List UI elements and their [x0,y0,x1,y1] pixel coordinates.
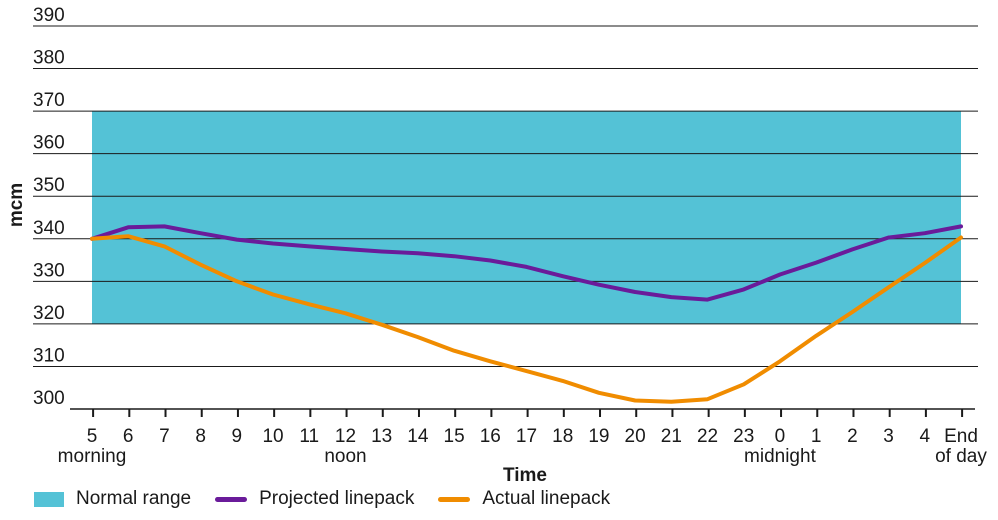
gridlines [33,25,978,367]
y-tick-label-390: 390 [33,5,65,26]
x-tick-label-12: 12 [335,426,356,447]
x-axis-title: Time [503,465,547,486]
x-tick-label-6: 6 [123,426,134,447]
x-tick-label-10: 10 [262,426,283,447]
x-sublabel-0: midnight [744,446,817,467]
x-sublabel-5: morning [58,446,127,467]
legend: Normal range Projected linepack Actual l… [34,488,634,510]
y-tick-label-380: 380 [33,48,65,69]
legend-item-normal-range: Normal range [34,488,191,510]
legend-label-projected: Projected linepack [259,488,415,509]
x-tick-label-17: 17 [516,426,537,447]
x-tick-label-22: 22 [697,426,718,447]
legend-label-normal-range: Normal range [76,488,192,509]
y-axis-title: mcm [6,183,27,227]
x-sublabel-12: noon [324,446,366,467]
y-tick-label-330: 330 [33,260,65,281]
x-tick-label-15: 15 [444,426,465,447]
x-tick-label-11: 11 [299,426,319,447]
y-tick-label-300: 300 [33,388,65,409]
x-tick-label-4: 4 [920,426,931,447]
normal-range-band [92,111,961,324]
legend-item-projected: Projected linepack [215,488,414,510]
normal-range-swatch [34,491,64,507]
x-tick-label-2: 2 [847,426,858,447]
series-lines [90,224,963,404]
y-tick-label-370: 370 [33,90,65,111]
actual-swatch [438,496,471,502]
x-tick-label-14: 14 [407,426,429,447]
x-tick-label-16: 16 [480,426,501,447]
projected-swatch [215,496,248,502]
x-tick-label-19: 19 [588,426,609,447]
y-tick-label-360: 360 [33,133,65,154]
y-tick-label-310: 310 [33,345,65,366]
x-tick-label-21: 21 [661,426,682,447]
legend-label-actual: Actual linepack [482,488,611,509]
legend-item-actual: Actual linepack [438,488,610,510]
normal-range-band-layer [92,111,961,324]
x-tick-label-1: 1 [811,426,822,447]
x-tick-label-9: 9 [232,426,243,447]
y-tick-label-320: 320 [33,303,65,324]
x-tick-label-3: 3 [883,426,894,447]
x-tick-label-20: 20 [625,426,646,447]
x-tick-label-0: 0 [775,426,786,447]
x-tick-label-18: 18 [552,426,573,447]
x-tick-label-5: 5 [87,426,98,447]
y-tick-label-350: 350 [33,175,65,196]
x-tick-label-7: 7 [159,426,170,447]
x-tick-label-8: 8 [195,426,206,447]
y-tick-label-340: 340 [33,218,65,239]
x-tick-label-End: End [944,426,978,447]
series-line-projected [90,224,963,302]
x-axis [70,408,975,417]
x-tick-label-13: 13 [371,426,392,447]
x-tick-label-23: 23 [733,426,754,447]
x-sublabel-End: of day [935,446,987,467]
series-line-actual [90,234,963,404]
